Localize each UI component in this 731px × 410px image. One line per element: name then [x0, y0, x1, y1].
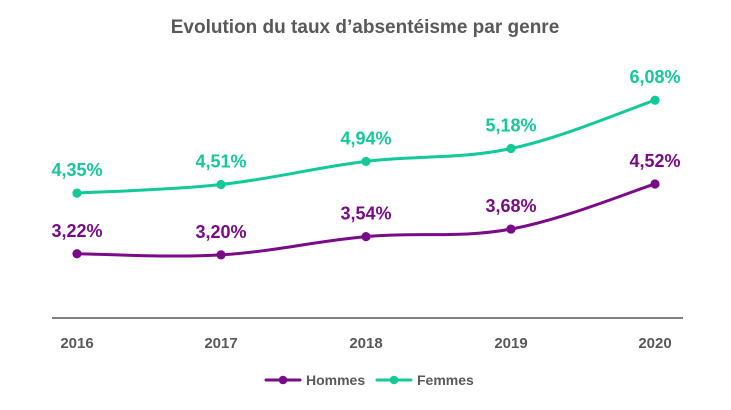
hommes-data-label: 3,54% [340, 204, 391, 224]
series-layer: 3,22% 3,20% 3,54% 3,68% 4,52% 4,35% 4,51% 4,94%… [51, 67, 681, 260]
hommes-data-label: 4,52% [629, 151, 680, 171]
hommes-data-point [216, 250, 226, 260]
hommes-data-label: 3,22% [51, 221, 102, 241]
hommes-data-label: 3,20% [195, 222, 246, 242]
femmes-data-label: 4,94% [340, 128, 391, 148]
femmes-data-label: 4,35% [51, 160, 102, 180]
x-tick-label: 2016 [60, 335, 93, 352]
femmes-legend-label: Femmes [417, 372, 474, 388]
femmes-data-point [650, 95, 660, 105]
hommes-data-point [72, 249, 82, 259]
legend: Hommes Femmes [264, 372, 474, 388]
chart-title: Evolution du taux d’absentéisme par genr… [171, 17, 560, 38]
femmes-data-point [72, 188, 82, 198]
hommes-legend-label: Hommes [306, 372, 365, 388]
x-tick-label: 2018 [349, 335, 382, 352]
femmes-data-label: 4,51% [195, 152, 246, 172]
hommes-data-point [650, 179, 660, 189]
femmes-data-label: 5,18% [485, 116, 536, 136]
hommes-legend-marker [278, 375, 288, 385]
x-tick-label: 2019 [494, 335, 527, 352]
hommes-data-label: 3,68% [485, 196, 536, 216]
x-axis-ticks: 2016 2017 2018 2019 2020 [60, 335, 671, 352]
femmes-data-point [216, 179, 226, 190]
femmes-legend-marker [389, 375, 399, 385]
hommes-data-point [506, 224, 516, 234]
femmes-data-point [361, 156, 371, 167]
femmes-data-label: 6,08% [629, 67, 680, 87]
x-tick-label: 2020 [638, 335, 671, 352]
x-tick-label: 2017 [204, 335, 237, 352]
hommes-data-point [361, 232, 371, 242]
femmes-data-point [506, 143, 516, 154]
